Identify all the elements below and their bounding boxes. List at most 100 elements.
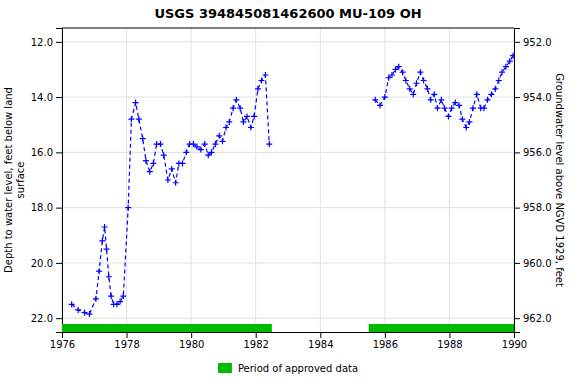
- marker: [445, 113, 451, 119]
- tick: 16.0: [31, 147, 62, 158]
- marker: [442, 105, 448, 111]
- grid-line: [320, 28, 321, 332]
- marker: [136, 116, 142, 122]
- marker: [237, 105, 243, 111]
- marker: [69, 301, 75, 307]
- tick: 1982: [243, 332, 268, 350]
- axis-line: [515, 29, 521, 333]
- marker: [372, 97, 378, 103]
- axis-title-line: Depth to water level, feet below land: [3, 87, 14, 273]
- marker: [183, 149, 189, 155]
- marker: [133, 100, 139, 106]
- tick: 1978: [114, 332, 139, 350]
- marker: [463, 124, 469, 130]
- marker: [413, 80, 419, 86]
- series-line: [375, 56, 513, 128]
- marker: [125, 205, 131, 211]
- marker: [194, 144, 200, 150]
- legend: Period of approved data: [218, 363, 358, 374]
- tick-label: 18.0: [31, 202, 53, 213]
- tick-mark: [56, 42, 62, 43]
- marker: [485, 97, 491, 103]
- tick: 1988: [437, 332, 462, 350]
- grid-line: [384, 28, 385, 332]
- marker: [240, 119, 246, 125]
- marker: [255, 86, 261, 92]
- tick: 1990: [502, 332, 527, 350]
- marker: [400, 69, 406, 75]
- marker: [434, 105, 440, 111]
- marker: [190, 141, 196, 147]
- marker: [179, 160, 185, 166]
- marker: [143, 158, 149, 164]
- tick-mark: [56, 97, 62, 98]
- tick-mark: [320, 332, 321, 338]
- marker: [120, 293, 126, 299]
- tick: 1980: [179, 332, 204, 350]
- marker: [147, 169, 153, 175]
- marker: [102, 224, 108, 230]
- tick-label: 1986: [373, 339, 398, 350]
- marker: [474, 91, 480, 97]
- tick-mark: [514, 97, 520, 98]
- marker: [428, 97, 434, 103]
- marker: [230, 105, 236, 111]
- tick-mark: [56, 318, 62, 319]
- marker: [488, 91, 494, 97]
- tick: 12.0: [31, 37, 62, 48]
- tick: 1984: [308, 332, 333, 350]
- marker: [223, 124, 229, 130]
- tick-label: 1982: [243, 339, 268, 350]
- marker: [262, 72, 268, 78]
- tick: 1986: [373, 332, 398, 350]
- series-line: [72, 75, 270, 314]
- marker: [438, 97, 444, 103]
- marker: [173, 180, 179, 186]
- tick-label: 960.0: [523, 258, 552, 269]
- tick-label: 958.0: [523, 202, 552, 213]
- marker: [417, 69, 423, 75]
- marker: [108, 293, 114, 299]
- marker: [99, 238, 105, 244]
- axis: 19761978198019821984198619881990: [50, 332, 527, 350]
- marker: [507, 58, 513, 64]
- marker: [244, 113, 250, 119]
- plot-area: 1976197819801982198419861988199012.014.0…: [31, 28, 552, 350]
- tick-mark: [514, 42, 520, 43]
- marker: [459, 116, 465, 122]
- marker: [205, 152, 211, 158]
- marker: [140, 136, 146, 142]
- marker: [104, 246, 110, 252]
- marker: [216, 133, 222, 139]
- marker: [150, 160, 156, 166]
- grid-line: [126, 28, 127, 332]
- marker: [219, 138, 225, 144]
- marker: [114, 301, 120, 307]
- tick-label: 956.0: [523, 147, 552, 158]
- tick-label: 1980: [179, 339, 204, 350]
- tick: 14.0: [31, 92, 62, 103]
- marker: [431, 91, 437, 97]
- axis-line: [56, 29, 63, 333]
- axis-title-line: surface: [15, 162, 26, 199]
- approved-period: [62, 324, 272, 332]
- marker: [449, 105, 455, 111]
- marker: [470, 105, 476, 111]
- tick-label: 14.0: [31, 92, 53, 103]
- marker: [421, 78, 427, 84]
- tick-mark: [514, 263, 520, 264]
- tick-mark: [56, 152, 62, 153]
- marker: [410, 91, 416, 97]
- marker: [407, 86, 413, 92]
- marker: [157, 141, 163, 147]
- frame-line: [62, 28, 514, 29]
- tick-mark: [514, 208, 520, 209]
- axis-title: Depth to water level, feet below landsur…: [3, 87, 26, 273]
- tick-mark: [56, 263, 62, 264]
- marker: [424, 86, 430, 92]
- tick: 20.0: [31, 258, 62, 269]
- grid-line: [449, 28, 450, 332]
- tick-label: 16.0: [31, 147, 53, 158]
- approved-period: [369, 324, 514, 332]
- tick-mark: [385, 332, 386, 338]
